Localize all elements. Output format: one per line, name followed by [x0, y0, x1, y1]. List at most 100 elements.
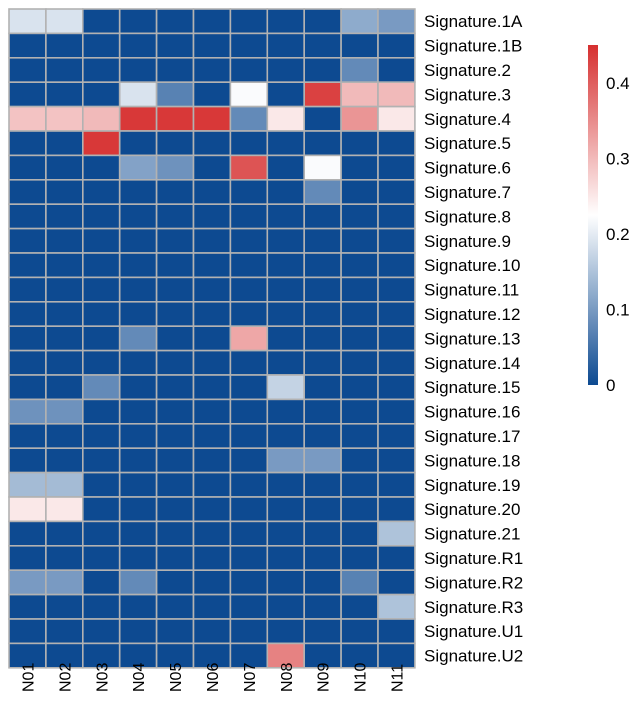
- heatmap-cell: [8, 496, 47, 523]
- heatmap-cell: [45, 130, 84, 157]
- heatmap-cell: [155, 618, 195, 645]
- heatmap-cell: [118, 569, 158, 596]
- heatmap-cell: [340, 496, 379, 523]
- heatmap-cell: [192, 154, 232, 181]
- column-label: N03: [94, 663, 111, 692]
- heatmap-cell: [303, 130, 342, 157]
- heatmap-cell: [340, 179, 379, 206]
- heatmap-cell: [82, 154, 121, 181]
- heatmap-cell: [377, 56, 416, 83]
- heatmap-cell: [303, 203, 342, 230]
- heatmap-cell: [192, 56, 232, 83]
- heatmap-cell: [155, 325, 195, 352]
- heatmap-cell: [118, 32, 158, 59]
- heatmap-cell: [192, 398, 232, 425]
- column-label: N10: [353, 663, 370, 692]
- heatmap-cell: [377, 422, 416, 449]
- heatmap-cell: [45, 8, 84, 35]
- heatmap-cell: [266, 520, 305, 547]
- heatmap-cell: [155, 496, 195, 523]
- heatmap-cell: [82, 300, 121, 327]
- heatmap-cell: [8, 471, 47, 498]
- heatmap-cell: [118, 325, 158, 352]
- heatmap-cell: [377, 179, 416, 206]
- heatmap-cell: [45, 105, 84, 132]
- heatmap-cell: [229, 81, 269, 108]
- heatmap-cell: [229, 227, 269, 254]
- heatmap-cell: [8, 447, 47, 474]
- heatmap-cell: [303, 496, 342, 523]
- heatmap-cell: [8, 203, 47, 230]
- heatmap-cell: [82, 447, 121, 474]
- heatmap-cell: [82, 8, 121, 35]
- row-label: Signature.16: [424, 403, 520, 422]
- heatmap-cell: [229, 642, 269, 669]
- heatmap-cell: [192, 544, 232, 571]
- heatmap-cell: [82, 544, 121, 571]
- heatmap-cell: [266, 496, 305, 523]
- row-label: Signature.2: [424, 61, 511, 80]
- heatmap-cell: [82, 203, 121, 230]
- heatmap-cell: [377, 349, 416, 376]
- heatmap-cell: [45, 374, 84, 401]
- heatmap-cell: [340, 374, 379, 401]
- heatmap-cell: [303, 593, 342, 620]
- row-label: Signature.20: [424, 500, 520, 519]
- legend-tick-label: 0.4: [606, 74, 630, 93]
- heatmap-cell: [266, 154, 305, 181]
- heatmap-cell: [8, 544, 47, 571]
- heatmap-cell: [82, 32, 121, 59]
- heatmap-cell: [155, 593, 195, 620]
- heatmap-cell: [303, 642, 342, 669]
- heatmap-cell: [377, 8, 416, 35]
- heatmap-cell: [340, 398, 379, 425]
- heatmap-cell: [45, 325, 84, 352]
- heatmap-cell: [118, 56, 158, 83]
- heatmap-cell: [377, 618, 416, 645]
- row-label: Signature.3: [424, 85, 511, 104]
- heatmap-cell: [8, 130, 47, 157]
- heatmap-cell: [82, 252, 121, 279]
- heatmap-cell: [229, 300, 269, 327]
- heatmap-cell: [45, 179, 84, 206]
- heatmap-cell: [155, 227, 195, 254]
- heatmap-cell: [45, 447, 84, 474]
- heatmap-cell: [45, 544, 84, 571]
- heatmap-cell: [266, 593, 305, 620]
- heatmap-cell: [45, 520, 84, 547]
- heatmap-cell: [192, 8, 232, 35]
- heatmap-cell: [229, 520, 269, 547]
- heatmap-cell: [229, 496, 269, 523]
- heatmap-cell: [266, 642, 305, 669]
- heatmap-cell: [192, 422, 232, 449]
- heatmap-cell: [192, 179, 232, 206]
- legend-tick-label: 0.1: [606, 300, 630, 319]
- heatmap-cell: [266, 447, 305, 474]
- heatmap-cell: [155, 130, 195, 157]
- heatmap-cell: [340, 227, 379, 254]
- heatmap-cell: [118, 544, 158, 571]
- row-label: Signature.1B: [424, 37, 522, 56]
- heatmap-cell: [229, 32, 269, 59]
- heatmap-cell: [303, 618, 342, 645]
- heatmap-cell: [266, 422, 305, 449]
- heatmap-cell: [340, 325, 379, 352]
- heatmap-cell: [82, 569, 121, 596]
- row-labels: Signature.1A Signature.1B Signature.2 Signa…: [424, 12, 523, 665]
- heatmap-cell: [118, 496, 158, 523]
- heatmap-cell: [118, 618, 158, 645]
- heatmap-cell: [118, 130, 158, 157]
- heatmap-cell: [82, 56, 121, 83]
- heatmap-cell: [229, 276, 269, 303]
- heatmap-cell: [266, 81, 305, 108]
- heatmap-cell: [377, 569, 416, 596]
- row-label: Signature.R2: [424, 573, 523, 592]
- heatmap-cell: [8, 154, 47, 181]
- heatmap-cell: [229, 374, 269, 401]
- heatmap-cell: [303, 349, 342, 376]
- heatmap-cell: [192, 520, 232, 547]
- heatmap-cell: [229, 471, 269, 498]
- heatmap-cell: [266, 252, 305, 279]
- heatmap-cell: [192, 32, 232, 59]
